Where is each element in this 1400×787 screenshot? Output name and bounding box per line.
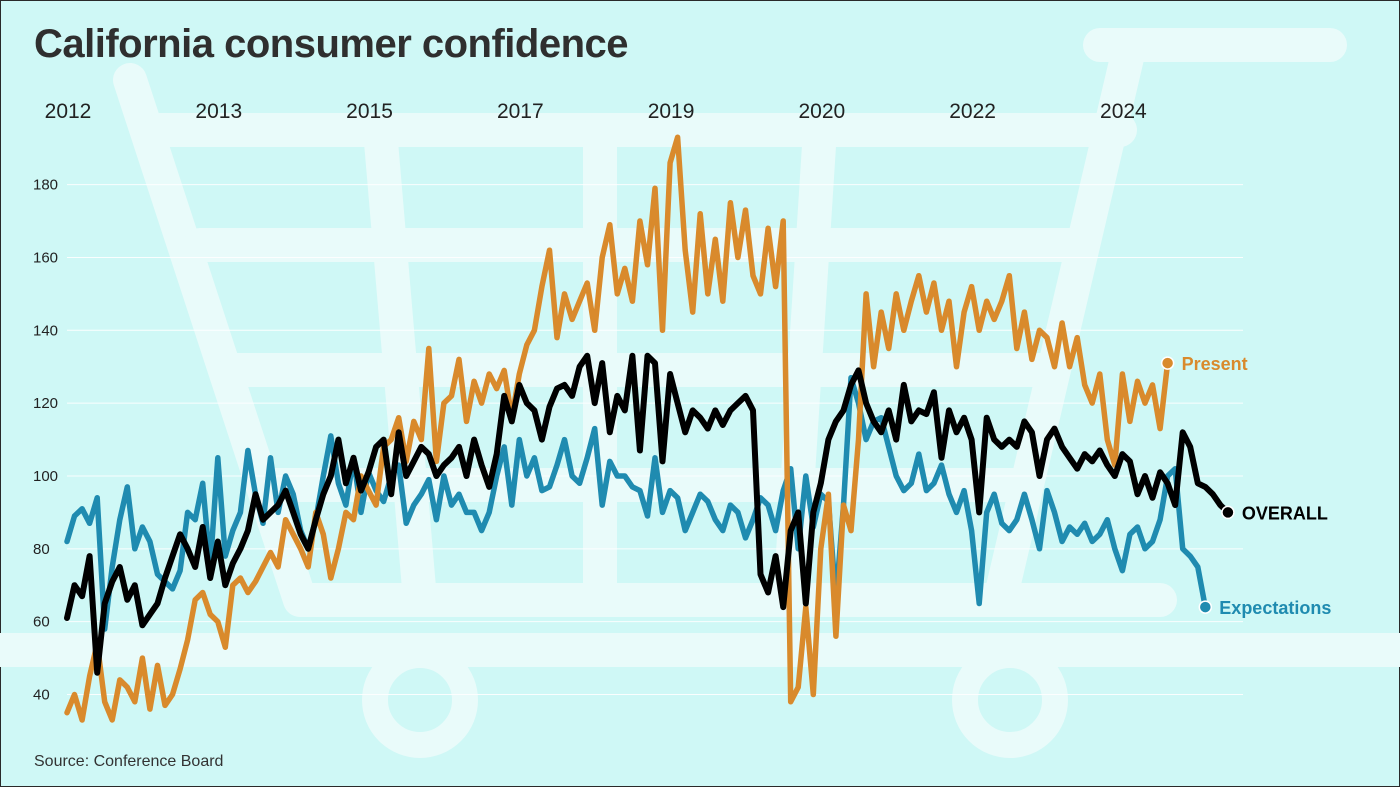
- series-label-present: Present: [1182, 354, 1248, 374]
- y-tick-label: 120: [33, 395, 58, 412]
- cart-wheel-left: [362, 642, 478, 758]
- series-label-overall: OVERALL: [1242, 503, 1328, 523]
- source-note: Source: Conference Board: [34, 753, 224, 770]
- x-tick-label: 2020: [798, 100, 845, 123]
- x-tick-label: 2019: [648, 100, 695, 123]
- end-dot-expectations: [1198, 600, 1213, 614]
- series-line-present: [64, 134, 1171, 723]
- series-line-overall: [64, 352, 1231, 676]
- y-tick-label: 140: [33, 322, 58, 339]
- series-label-expectations: Expectations: [1219, 598, 1331, 618]
- series-end-labels: Present OVERALL Expectations: [1160, 354, 1331, 618]
- shopping-cart-icon: [0, 28, 1400, 758]
- series-lines: [64, 134, 1231, 723]
- x-tick-label: 2013: [195, 100, 242, 123]
- end-dot-overall: [1221, 505, 1235, 520]
- end-dot-present: [1160, 356, 1175, 370]
- x-tick-label: 2015: [346, 100, 393, 123]
- cart-wheel-right: [952, 642, 1068, 758]
- chart-title: California consumer confidence: [34, 22, 629, 66]
- x-tick-label: 2022: [949, 100, 996, 123]
- x-tick-label: 2017: [497, 100, 544, 123]
- y-tick-label: 60: [33, 614, 50, 631]
- y-tick-label: 180: [33, 177, 58, 194]
- y-tick-label: 80: [33, 541, 50, 558]
- x-axis-ticks: 2012 2013 2015 2017 2019 2020 2022 2024: [45, 100, 1147, 123]
- y-tick-label: 40: [33, 687, 50, 704]
- gridlines: [67, 184, 1243, 696]
- x-tick-label: 2012: [45, 100, 92, 123]
- y-tick-label: 100: [33, 468, 58, 485]
- y-tick-label: 160: [33, 249, 58, 266]
- y-axis-ticks: 40 60 80 100 120 140 160 180: [33, 177, 58, 704]
- x-tick-label: 2024: [1100, 100, 1147, 123]
